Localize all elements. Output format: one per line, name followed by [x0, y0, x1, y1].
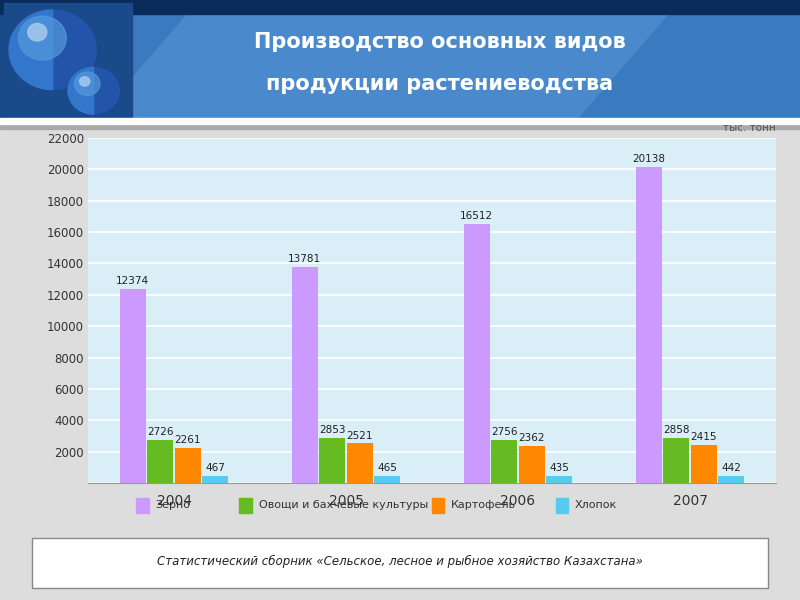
Text: 2853: 2853: [319, 425, 346, 436]
Wedge shape: [9, 10, 53, 89]
Text: 16512: 16512: [460, 211, 494, 221]
Circle shape: [79, 77, 90, 86]
Bar: [636, 167, 662, 483]
Text: 2726: 2726: [147, 427, 174, 437]
Text: 2362: 2362: [518, 433, 545, 443]
Text: 465: 465: [378, 463, 398, 473]
Bar: [292, 267, 318, 483]
Bar: [239, 498, 252, 513]
Text: 20138: 20138: [632, 154, 666, 164]
Text: 467: 467: [206, 463, 226, 473]
Text: Овощи и бахчевые культуры: Овощи и бахчевые культуры: [258, 500, 428, 511]
Bar: [120, 289, 146, 483]
Bar: [374, 476, 400, 483]
Text: тыс. тонн: тыс. тонн: [723, 123, 776, 133]
Text: 2261: 2261: [174, 435, 201, 445]
Bar: [175, 448, 201, 483]
Bar: [546, 476, 572, 483]
Text: Хлопок: Хлопок: [575, 500, 618, 511]
Bar: [556, 498, 568, 513]
Text: Картофель: Картофель: [451, 500, 516, 511]
Bar: [432, 498, 444, 513]
Text: продукции растениеводства: продукции растениеводства: [266, 74, 614, 94]
Text: 2415: 2415: [690, 433, 717, 442]
Wedge shape: [68, 67, 94, 114]
Circle shape: [74, 72, 100, 95]
Text: 13781: 13781: [288, 254, 322, 264]
Text: Зерно: Зерно: [155, 500, 190, 511]
Text: 2521: 2521: [346, 431, 373, 440]
Bar: [136, 498, 149, 513]
Bar: [691, 445, 717, 483]
FancyBboxPatch shape: [31, 538, 769, 588]
Text: Производство основных видов: Производство основных видов: [254, 32, 626, 52]
Bar: [0, 0, 800, 14]
Circle shape: [28, 23, 47, 41]
Text: 12374: 12374: [116, 276, 150, 286]
Text: 2858: 2858: [663, 425, 690, 436]
Bar: [519, 446, 545, 483]
Bar: [718, 476, 744, 483]
Bar: [464, 224, 490, 483]
Text: 435: 435: [550, 463, 570, 473]
Polygon shape: [96, 0, 680, 120]
Bar: [663, 438, 689, 483]
Bar: [491, 440, 517, 483]
Circle shape: [9, 10, 96, 89]
Text: Статистический сборник «Сельское, лесное и рыбное хозяйство Казахстана»: Статистический сборник «Сельское, лесное…: [157, 555, 643, 568]
Polygon shape: [64, 0, 800, 120]
Text: 2756: 2756: [491, 427, 518, 437]
Bar: [202, 476, 228, 483]
Bar: [347, 443, 373, 483]
Bar: [0, 118, 800, 124]
Bar: [147, 440, 173, 483]
Bar: [319, 438, 345, 483]
Circle shape: [18, 16, 66, 60]
Text: 442: 442: [722, 463, 742, 473]
Bar: [0, 124, 800, 129]
Circle shape: [68, 67, 119, 114]
